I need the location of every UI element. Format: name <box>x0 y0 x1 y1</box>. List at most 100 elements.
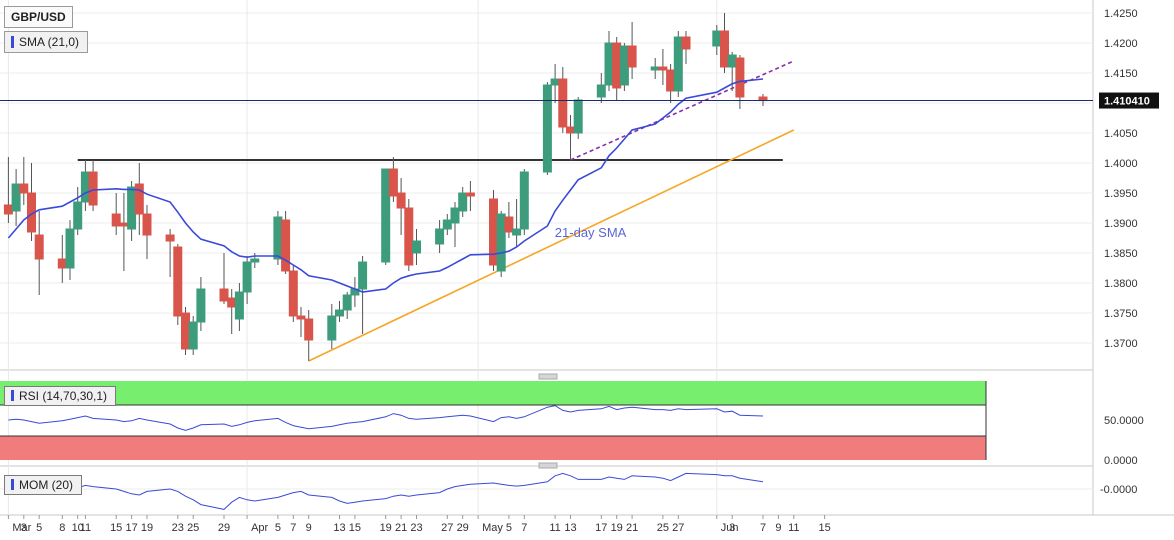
sma-color-swatch <box>11 36 14 48</box>
time-tick-label: 7 <box>290 522 296 534</box>
candle-up <box>604 42 614 86</box>
sma-indicator-label[interactable]: SMA (21,0) <box>4 31 89 53</box>
candle-down <box>219 288 229 302</box>
candle-down <box>173 246 183 317</box>
mom-tick-label: -0.0000 <box>1100 484 1137 496</box>
sma-21-line <box>7 78 764 293</box>
candle-down <box>181 312 190 350</box>
candle-down <box>281 219 291 272</box>
time-tick-label: 11 <box>80 522 91 534</box>
time-tick-label: 8 <box>59 522 65 534</box>
mom-color-swatch <box>11 479 14 490</box>
time-tick-label: 10 <box>72 522 84 534</box>
time-tick-label: May <box>482 522 503 534</box>
time-tick-label: 7 <box>760 522 766 534</box>
candle-down <box>142 213 152 236</box>
time-tick-label: 19 <box>611 522 623 534</box>
candle-down <box>388 168 398 197</box>
time-tick-label: 23 <box>172 522 184 534</box>
time-tick-label: 19 <box>380 522 392 534</box>
time-tick-label: 21 <box>626 522 638 534</box>
candle-up <box>619 45 629 86</box>
price-tick-label: 1.4150 <box>1104 68 1138 80</box>
time-tick-label: Mar <box>12 522 31 534</box>
candle-up <box>435 228 445 245</box>
rising-trendline <box>308 129 795 362</box>
candle-up <box>412 240 421 254</box>
time-tick-label: 5 <box>275 522 281 534</box>
candle-up <box>80 171 90 203</box>
time-tick-label: 17 <box>595 522 607 534</box>
candle-down <box>720 30 729 68</box>
time-tick-label: 19 <box>141 522 153 534</box>
candle-down <box>489 198 498 266</box>
candle-up <box>712 30 722 47</box>
candle-up <box>381 168 391 263</box>
time-tick-label: 27 <box>441 522 453 534</box>
time-tick-label: 3 <box>21 522 27 534</box>
price-tick-label: 1.3750 <box>1104 308 1138 320</box>
mom-line <box>8 472 764 510</box>
rsi-color-swatch <box>11 390 14 401</box>
rsi-tick-label: 50.0000 <box>1104 415 1144 427</box>
candle-up <box>650 66 660 71</box>
time-tick-label: 13 <box>564 522 576 534</box>
candle-up <box>442 219 452 230</box>
candle-up <box>673 36 683 92</box>
candle-down <box>504 216 514 233</box>
candle-up <box>327 315 337 341</box>
time-tick-label: 11 <box>788 522 799 534</box>
time-tick-label: 3 <box>729 522 735 534</box>
candle-up <box>573 99 583 134</box>
candle-down <box>111 213 121 227</box>
price-tick-label: 1.3950 <box>1104 188 1138 200</box>
time-tick-label: 21 <box>395 522 407 534</box>
candle-down <box>119 222 129 227</box>
time-tick-label: 29 <box>218 522 230 534</box>
time-tick-label: 5 <box>36 522 42 534</box>
candle-down <box>3 204 13 215</box>
candle-up <box>519 171 529 230</box>
time-tick-label: 15 <box>349 522 361 534</box>
candle-down <box>227 297 237 308</box>
candle-up <box>11 183 21 212</box>
resistance-trendline <box>570 60 795 161</box>
price-tick-label: 1.3900 <box>1104 218 1138 230</box>
candle-down <box>404 207 414 266</box>
time-tick-label: 29 <box>457 522 469 534</box>
candle-up <box>127 186 137 230</box>
rsi-indicator-label[interactable]: RSI (14,70,30,1) <box>4 386 117 406</box>
mom-panel-resize-handle <box>538 462 558 469</box>
candle-down <box>627 45 637 68</box>
candle-up <box>496 213 506 272</box>
price-tick-label: 1.4250 <box>1104 8 1138 20</box>
candle-up <box>542 84 552 173</box>
mom-indicator-label[interactable]: MOM (20) <box>4 475 82 495</box>
candle-up <box>196 288 206 323</box>
rsi-overbought-zone <box>0 381 986 405</box>
candle-down <box>165 234 175 242</box>
candle-down <box>612 42 622 89</box>
time-tick-label: Apr <box>251 522 268 534</box>
rsi-panel-resize-handle <box>538 373 558 380</box>
candle-down <box>304 318 314 341</box>
candle-down <box>296 315 306 320</box>
candle-up <box>335 309 344 317</box>
current-price-tag <box>1099 92 1159 109</box>
candle-up <box>242 261 252 293</box>
time-tick-label: 17 <box>125 522 137 534</box>
candle-down <box>558 78 568 128</box>
candle-down <box>681 36 691 50</box>
current-price-tag-label: 1.410410 <box>1104 96 1150 108</box>
time-tick-label: 15 <box>110 522 122 534</box>
candle-up <box>512 228 522 236</box>
price-tick-label: 1.3850 <box>1104 248 1138 260</box>
candle-down <box>566 126 575 134</box>
candle-up <box>188 321 198 350</box>
candle-down <box>658 66 668 71</box>
candle-up <box>65 228 75 269</box>
price-panel-bg <box>0 0 1093 370</box>
time-tick-label: 23 <box>410 522 422 534</box>
candle-down <box>396 192 406 209</box>
time-tick-label: Jun <box>721 522 739 534</box>
